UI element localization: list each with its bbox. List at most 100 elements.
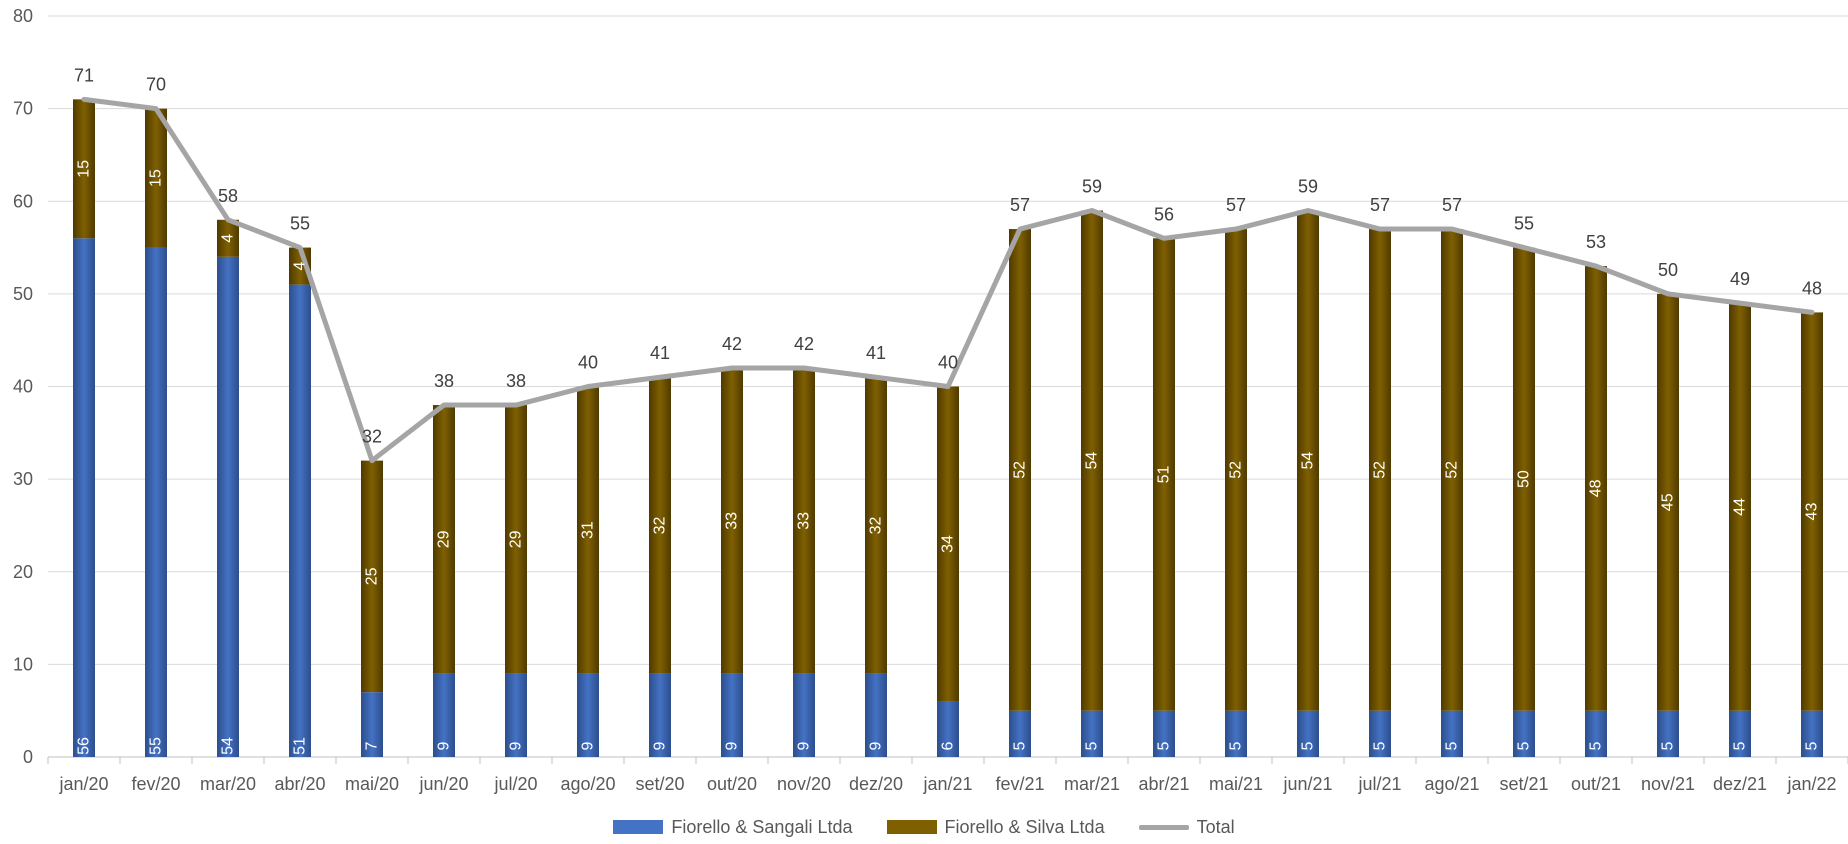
x-tick-label: mar/21 <box>1064 774 1120 794</box>
data-label-sangali: 5 <box>1660 741 1677 750</box>
data-label-sangali: 9 <box>580 741 597 750</box>
y-tick-label: 80 <box>13 6 33 26</box>
data-label-total: 32 <box>362 427 382 447</box>
bar-sangali <box>1801 710 1823 757</box>
legend-label-sangali: Fiorello & Sangali Ltda <box>671 816 853 837</box>
data-label-sangali: 5 <box>1516 741 1533 750</box>
bar-silva <box>937 386 959 702</box>
data-label-silva: 50 <box>1516 470 1533 488</box>
data-label-silva: 34 <box>940 535 957 553</box>
x-tick-label: fev/21 <box>995 774 1044 794</box>
bar-sangali <box>1513 710 1535 757</box>
data-label-total: 57 <box>1370 195 1390 215</box>
data-label-silva: 51 <box>1156 465 1173 483</box>
data-label-silva: 15 <box>148 169 165 187</box>
data-label-sangali: 56 <box>76 737 93 755</box>
bar-sangali <box>577 673 599 757</box>
x-tick-label: jan/20 <box>58 774 108 794</box>
data-label-silva: 54 <box>1300 452 1317 470</box>
legend-swatch-sangali <box>613 820 664 834</box>
bar-sangali <box>937 701 959 757</box>
data-label-total: 71 <box>74 65 94 85</box>
data-label-total: 55 <box>290 214 310 234</box>
legend-item-silva: Fiorello & Silva Ltda <box>886 817 1105 838</box>
bar-silva <box>73 99 95 239</box>
data-label-sangali: 5 <box>1156 741 1173 750</box>
data-label-silva: 29 <box>508 530 525 548</box>
bar-sangali <box>1369 710 1391 757</box>
data-label-total: 42 <box>722 334 742 354</box>
bar-silva <box>793 367 815 674</box>
data-label-silva: 48 <box>1588 479 1605 497</box>
bar-silva <box>1801 312 1823 711</box>
data-label-silva: 52 <box>1228 461 1245 479</box>
data-label-total: 50 <box>1658 260 1678 280</box>
data-label-total: 58 <box>218 186 238 206</box>
data-label-total: 48 <box>1802 278 1822 298</box>
x-tick-label: nov/21 <box>1641 774 1695 794</box>
legend-item-total: Total <box>1138 817 1235 838</box>
data-label-total: 57 <box>1442 195 1462 215</box>
data-label-silva: 31 <box>580 521 597 539</box>
bar-silva <box>721 367 743 674</box>
data-label-silva: 25 <box>364 567 381 585</box>
bar-silva <box>1153 238 1175 711</box>
bar-sangali <box>1585 710 1607 757</box>
data-label-total: 41 <box>866 343 886 363</box>
bar-silva <box>1225 229 1247 711</box>
bar-silva <box>145 108 167 248</box>
data-label-total: 49 <box>1730 269 1750 289</box>
data-label-sangali: 9 <box>868 741 885 750</box>
bar-sangali <box>1297 710 1319 757</box>
bar-silva <box>577 386 599 674</box>
data-label-sangali: 5 <box>1732 741 1749 750</box>
bar-sangali <box>1657 710 1679 757</box>
data-label-sangali: 5 <box>1588 741 1605 750</box>
x-tick-label: abr/21 <box>1138 774 1189 794</box>
x-tick-label: jan/21 <box>922 774 972 794</box>
data-label-total: 57 <box>1010 195 1030 215</box>
bar-sangali <box>1729 710 1751 757</box>
bar-sangali <box>721 673 743 757</box>
x-tick-label: mai/20 <box>345 774 399 794</box>
bar-silva <box>505 405 527 674</box>
total-line-path <box>81 96 1815 464</box>
y-tick-label: 40 <box>13 377 33 397</box>
data-label-total: 41 <box>650 343 670 363</box>
data-label-total: 70 <box>146 75 166 95</box>
data-label-silva: 52 <box>1444 461 1461 479</box>
bar-sangali <box>1441 710 1463 757</box>
legend-swatch-total <box>1138 824 1189 830</box>
bar-sangali <box>1153 710 1175 757</box>
bar-silva <box>1513 247 1535 711</box>
data-label-sangali: 5 <box>1804 741 1821 750</box>
data-label-total: 40 <box>578 353 598 373</box>
data-label-sangali: 9 <box>724 741 741 750</box>
y-tick-label: 60 <box>13 191 33 211</box>
bar-silva <box>1009 229 1031 711</box>
data-label-silva: 4 <box>220 234 237 243</box>
bar-silva <box>1729 303 1751 711</box>
data-label-silva: 45 <box>1660 493 1677 511</box>
bar-sangali <box>289 284 311 757</box>
data-label-total: 53 <box>1586 232 1606 252</box>
x-tick-label: out/21 <box>1571 774 1621 794</box>
data-label-silva: 52 <box>1372 461 1389 479</box>
bar-sangali <box>217 256 239 757</box>
y-tick-label: 10 <box>13 654 33 674</box>
data-label-sangali: 5 <box>1228 741 1245 750</box>
x-tick-label: mai/21 <box>1209 774 1263 794</box>
data-label-total: 42 <box>794 334 814 354</box>
data-label-sangali: 5 <box>1084 741 1101 750</box>
data-label-sangali: 6 <box>940 741 957 750</box>
x-tick-label: abr/20 <box>274 774 325 794</box>
legend: Fiorello & Sangali Ltda Fiorello & Silva… <box>0 814 1848 840</box>
bar-sangali <box>145 247 167 757</box>
bar-sangali <box>361 692 383 757</box>
x-tick-label: jun/21 <box>1282 774 1332 794</box>
bar-silva <box>217 219 239 257</box>
bar-silva <box>1081 210 1103 711</box>
x-tick-label: ago/20 <box>560 774 615 794</box>
bar-sangali <box>1081 710 1103 757</box>
bar-sangali <box>73 238 95 758</box>
